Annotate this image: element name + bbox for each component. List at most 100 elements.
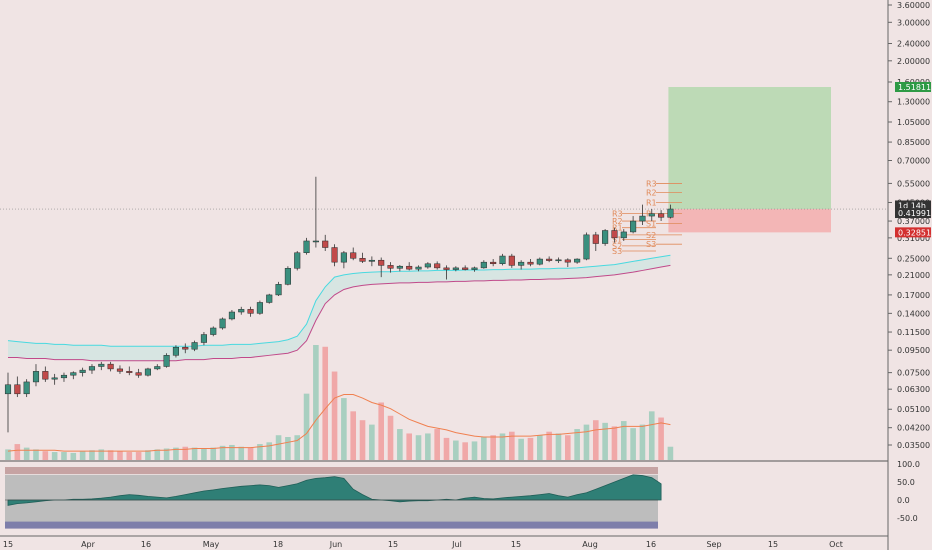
candle-body — [247, 309, 254, 314]
candle-body — [452, 267, 459, 270]
time-tick-label: 15 — [511, 540, 521, 549]
osc-tick-label: 0.0 — [897, 496, 910, 505]
current-price-badge-label: 0.41991 — [898, 209, 931, 218]
candle-body — [294, 252, 301, 269]
candle-body — [14, 384, 21, 395]
candle-body — [88, 366, 96, 371]
candle-body — [191, 342, 198, 350]
volume-bar — [89, 450, 95, 460]
candle-body — [116, 368, 124, 372]
volume-bar — [583, 424, 590, 460]
time-tick-label: Oct — [829, 540, 843, 549]
volume-bar — [79, 451, 86, 460]
candle-body — [564, 259, 571, 263]
volume-bar — [537, 435, 543, 460]
volume-bar — [341, 398, 347, 460]
candle-body — [415, 266, 422, 270]
candle-body — [144, 368, 151, 376]
position-tool[interactable] — [0, 86, 888, 233]
target-badge-bg — [895, 81, 931, 92]
price-tick-label: 3.00000 — [897, 18, 930, 27]
pivot-label: S1 — [646, 220, 656, 229]
candle-body — [350, 252, 357, 259]
price-tick-label: 0.14000 — [897, 309, 930, 318]
candle-body — [471, 267, 478, 270]
bands-layer — [7, 254, 671, 362]
price-tick-label: 1.30000 — [897, 98, 930, 107]
candle-body — [312, 240, 319, 243]
volume-bar — [98, 449, 105, 460]
candle-body — [322, 240, 329, 248]
candle-body — [228, 311, 235, 320]
volume-bar — [462, 442, 468, 460]
volume-bar — [219, 445, 226, 460]
volume-bar — [592, 420, 599, 460]
price-tick-label: 0.05100 — [897, 405, 930, 414]
time-tick-label: 18 — [273, 540, 283, 549]
candle-body — [387, 265, 394, 269]
candle-body — [602, 230, 609, 244]
price-tick-label: 0.25000 — [897, 254, 930, 263]
pivot-label: R3 — [612, 210, 623, 219]
volume-bar — [611, 426, 618, 460]
candle-body — [574, 258, 581, 263]
pivot-label: R2 — [612, 217, 623, 226]
candle-body — [658, 213, 665, 218]
volume-bar — [275, 435, 282, 460]
candles-layer — [4, 176, 674, 433]
volume-bar — [555, 433, 562, 460]
volume-bar — [639, 424, 646, 460]
price-tick-label: 1.05000 — [897, 118, 930, 127]
pivot-label: R1 — [612, 224, 623, 233]
stop-badge-label: 0.32851 — [898, 228, 931, 237]
candle-body — [555, 259, 562, 262]
volume-bar — [378, 402, 384, 460]
candle-body — [182, 346, 189, 350]
candle-body — [51, 377, 58, 380]
osc-overbought-band — [5, 467, 658, 474]
price-tick-label: 0.07500 — [897, 369, 930, 378]
candle-body — [219, 318, 226, 329]
current-price-badge-bg — [895, 208, 931, 219]
price-tick-label: 0.17000 — [897, 291, 930, 300]
osc-tick-label: 50.0 — [897, 478, 915, 487]
volume-bar — [667, 446, 674, 460]
volume-bar — [257, 444, 263, 460]
oscillator-pane — [0, 460, 888, 529]
candle-body — [434, 263, 441, 269]
countdown-badge-bg — [895, 200, 931, 211]
price-tick-label: 2.00000 — [897, 57, 930, 66]
volume-bar — [210, 447, 217, 460]
candle-body — [135, 372, 142, 376]
volume-bar — [369, 424, 375, 460]
volume-bar — [406, 433, 412, 460]
candle-body — [172, 346, 179, 356]
volume-bar — [145, 450, 151, 460]
volume-bar — [23, 447, 30, 460]
price-tick-label: 0.06300 — [897, 385, 930, 394]
volume-bar — [499, 433, 506, 460]
candle-body — [98, 363, 105, 367]
time-tick-label: 15 — [3, 540, 13, 549]
price-tick-label: 0.21000 — [897, 271, 930, 280]
time-tick-label: Sep — [706, 540, 721, 549]
pivot-label: R1 — [646, 198, 657, 207]
volume-bar — [658, 417, 664, 460]
candle-body — [70, 372, 77, 376]
candle-body — [200, 334, 207, 343]
candle-body — [238, 309, 245, 313]
volume-layer — [5, 345, 674, 460]
price-tick-label: 0.09500 — [897, 346, 930, 355]
time-tick-label: 15 — [768, 540, 778, 549]
volume-bar — [154, 449, 161, 460]
volume-bar — [238, 446, 245, 460]
volume-bar — [313, 345, 319, 460]
candle-body — [424, 263, 431, 268]
candle-body — [611, 230, 618, 239]
volume-bar — [247, 447, 254, 460]
candle-body — [4, 384, 12, 395]
candle-body — [60, 374, 68, 379]
stop-badge-bg — [895, 227, 931, 238]
pivot-label: S1 — [612, 235, 622, 244]
